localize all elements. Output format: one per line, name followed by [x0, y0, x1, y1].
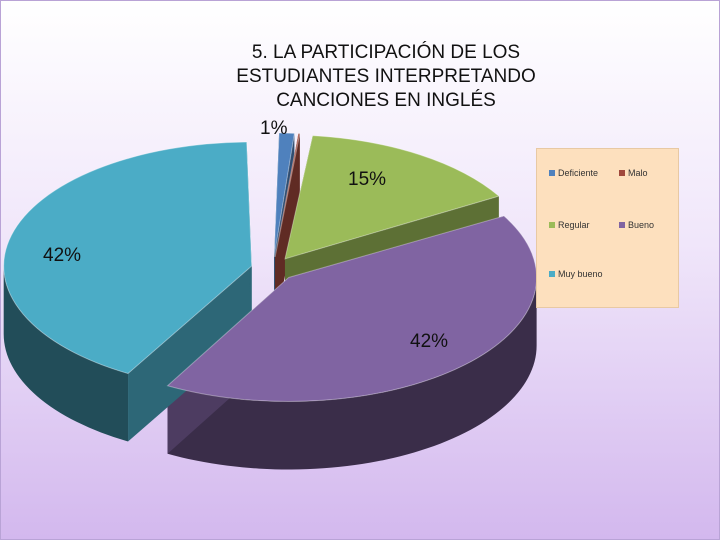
chart-title-line: CANCIONES EN INGLÉS [276, 90, 496, 111]
legend-label: Malo [628, 168, 648, 178]
legend-swatch [549, 222, 555, 228]
pie-side-muy-bueno [3, 265, 129, 442]
legend-swatch [619, 170, 625, 176]
legend-swatch [549, 271, 555, 277]
legend-item-muy-bueno: Muy bueno [549, 269, 603, 279]
chart-legend: Deficiente Malo Regular Bueno Muy bueno [536, 148, 679, 308]
data-label-muy-bueno: 42% [43, 245, 82, 266]
pie-face-muy-bueno-0 [128, 265, 252, 442]
legend-item-malo: Malo [619, 168, 648, 178]
pie-slice-regular [284, 135, 500, 260]
pie-slice-muy-bueno [3, 141, 253, 375]
chart-title-line: ESTUDIANTES INTERPRETANDO [236, 66, 536, 87]
pie-slice-malo [274, 132, 301, 258]
legend-label: Regular [558, 220, 590, 230]
legend-label: Muy bueno [558, 269, 603, 279]
chart-title-line: 5. LA PARTICIPACIÓN DE LOS [251, 42, 521, 63]
legend-swatch [619, 222, 625, 228]
legend-item-deficiente: Deficiente [549, 168, 598, 178]
legend-swatch [549, 170, 555, 176]
pie-tops [3, 132, 538, 403]
data-label-bueno: 42% [410, 331, 449, 352]
legend-label: Deficiente [558, 168, 599, 178]
legend-label: Bueno [628, 220, 655, 230]
pie-side-bueno [167, 277, 537, 470]
pie-slice-deficiente [273, 132, 295, 257]
pie-face-malo-1 [275, 133, 300, 325]
legend-item-regular: Regular [549, 220, 590, 230]
chart-title: 5. LA PARTICIPACIÓN DE LOS ESTUDIANTES I… [201, 41, 571, 113]
legend-item-bueno: Bueno [619, 220, 654, 230]
data-label-deficiente: 1% [260, 118, 288, 139]
data-label-regular: 15% [348, 169, 387, 190]
pie-slice-bueno [166, 215, 538, 403]
